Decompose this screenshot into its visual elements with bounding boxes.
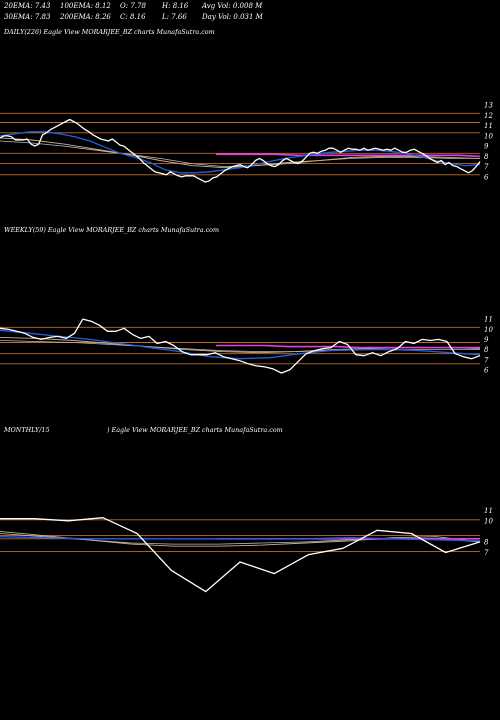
y-tick-label: 6	[484, 366, 489, 374]
price-line	[0, 118, 481, 183]
price-line	[0, 318, 481, 374]
stat-close: C: 8.16	[120, 13, 146, 21]
ema-gray-line	[0, 140, 480, 168]
y-tick-label: 7	[484, 163, 489, 171]
stat-100ema: 100EMA: 8.12	[60, 2, 111, 10]
y-tick-label: 9	[484, 336, 489, 344]
stat-open: O: 7.78	[120, 2, 146, 10]
ema-magenta-line	[216, 153, 481, 158]
monthly-caption-right: ) Eagle View MORARJEE_BZ charts MunafaSu…	[107, 426, 283, 434]
stat-day-vol: Day Vol: 0.031 M	[202, 13, 263, 21]
y-tick-label: 10	[484, 326, 493, 334]
y-tick-label: 11	[484, 507, 493, 515]
y-tick-label: 13	[484, 102, 493, 110]
price-line	[0, 517, 481, 593]
ema-blue-line	[0, 536, 481, 542]
ema-magenta-line	[216, 344, 480, 349]
stat-20ema: 20EMA: 7.43	[4, 2, 51, 10]
y-tick-label: 7	[484, 356, 489, 364]
monthly-chart: 7 8 10 11	[0, 507, 493, 593]
stat-30ema: 30EMA: 7.83	[4, 13, 51, 21]
y-tick-label: 8	[484, 538, 489, 546]
stat-low: L: 7.66	[162, 13, 187, 21]
y-tick-label: 11	[484, 122, 493, 130]
y-tick-label: 10	[484, 517, 493, 525]
y-tick-label: 6	[484, 173, 489, 181]
daily-chart: 6 7 8 9 10 11 12 13	[0, 102, 493, 183]
weekly-chart: 6 7 8 9 10 11	[0, 316, 493, 374]
y-tick-label: 7	[484, 549, 489, 557]
y-tick-label: 8	[484, 153, 489, 161]
ema-tan-line	[0, 137, 481, 169]
weekly-caption: WEEKLY(59) Eagle View MORARJEE_BZ charts…	[4, 226, 220, 234]
y-tick-label: 8	[484, 346, 489, 354]
stat-200ema: 200EMA: 8.26	[60, 13, 111, 21]
monthly-caption-left: MONTHLY/15	[4, 426, 50, 434]
stat-avg-vol: Avg Vol: 0.008 M	[202, 2, 263, 10]
ema-blue-line	[0, 131, 481, 174]
y-tick-label: 11	[484, 316, 493, 324]
ema-blue-line	[0, 329, 481, 360]
y-tick-label: 12	[484, 112, 493, 120]
daily-caption: DAILY(226) Eagle View MORARJEE_BZ charts…	[4, 28, 215, 36]
y-tick-label: 9	[484, 143, 489, 151]
stat-high: H: 8.16	[162, 2, 189, 10]
y-tick-label: 10	[484, 132, 493, 140]
